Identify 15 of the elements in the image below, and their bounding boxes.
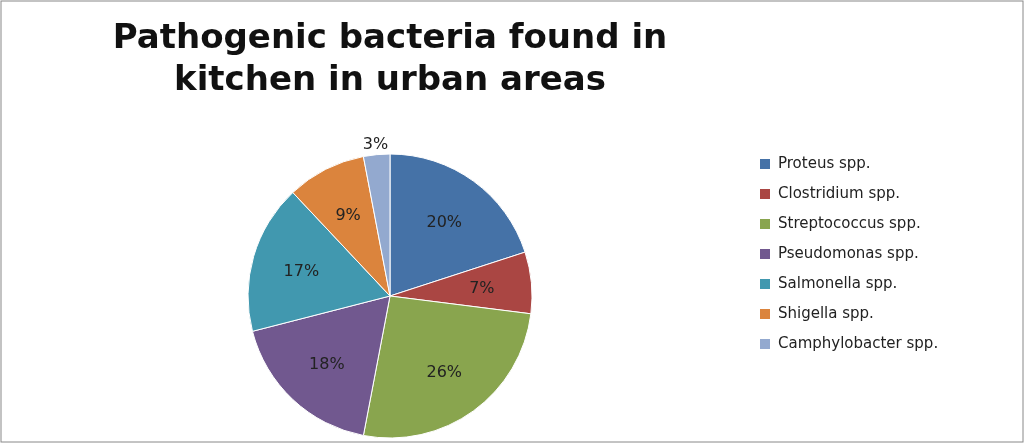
legend-label: Streptococcus spp.: [778, 214, 921, 232]
data-label: 26%: [426, 361, 463, 381]
legend-label: Pseudomonas spp.: [778, 244, 919, 262]
data-label: 7%: [469, 278, 495, 298]
legend-label: Clostridium spp.: [778, 184, 901, 202]
data-label: 17%: [283, 261, 320, 281]
data-label: 3%: [362, 133, 389, 153]
chart-title: Pathogenic bacteria found in kitchen in urban areas: [112, 16, 668, 98]
data-label: 9%: [335, 204, 361, 224]
legend-label: Proteus spp.: [778, 154, 871, 172]
legend-label: Salmonella spp.: [778, 274, 898, 292]
legend-label: Shigella spp.: [778, 304, 874, 322]
data-label: 20%: [426, 212, 463, 232]
data-label: 18%: [309, 354, 345, 374]
legend-label: Camphylobacter spp.: [778, 334, 939, 352]
